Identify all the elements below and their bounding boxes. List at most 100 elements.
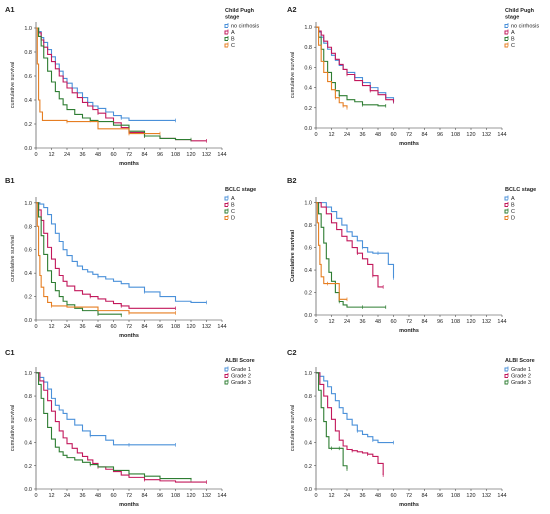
y-axis-title: cumulative survival: [10, 405, 16, 451]
legend-swatch: [224, 380, 228, 385]
legend-entry: B: [231, 203, 235, 209]
x-tick-label: 12: [48, 493, 54, 499]
legend-entry: C: [231, 43, 235, 49]
x-tick-label: 36: [359, 132, 365, 138]
x-tick-label: 84: [421, 319, 427, 325]
legend-entry: Grade 3: [231, 380, 251, 386]
x-tick-label: 132: [202, 152, 211, 158]
survival-curve: [316, 202, 347, 300]
x-tick-label: 48: [95, 324, 101, 330]
survival-curve: [316, 372, 348, 470]
legend-entry: no cirrhosis: [231, 24, 259, 30]
x-tick-label: 60: [110, 152, 116, 158]
legend-swatch: [504, 196, 508, 201]
survival-curve: [316, 372, 384, 476]
y-tick-label: 1.0: [24, 371, 32, 377]
y-tick-label: 0.8: [24, 50, 32, 56]
y-tick-label: 0.6: [24, 248, 32, 254]
y-axis-title: cumulative survival: [290, 52, 296, 98]
legend-entry: D: [231, 216, 235, 222]
y-tick-label: 0.6: [24, 74, 32, 80]
survival-curve: [316, 26, 348, 108]
legend-entry: A: [231, 30, 235, 36]
x-tick-label: 0: [34, 152, 37, 158]
legend-swatch: [504, 374, 508, 378]
survival-curve: [36, 27, 176, 121]
legend-swatch: [504, 30, 508, 35]
x-tick-label: 12: [48, 324, 54, 330]
legend-entry: Grade 2: [511, 374, 531, 380]
survival-curve: [316, 202, 395, 278]
y-tick-label: 1.0: [304, 201, 312, 207]
panel-label: C1: [5, 348, 15, 357]
panel-b1: B1 0 12 24 36 48 60 72 84 96 108 120 132 144 0.0 0.2 0.4…: [5, 176, 256, 339]
survival-curve: [316, 26, 395, 102]
x-tick-label: 96: [437, 319, 443, 325]
x-axis-title: months: [399, 141, 419, 147]
legend-swatch: [504, 380, 508, 385]
legend-swatch: [504, 24, 508, 28]
legend-swatch: [224, 367, 228, 372]
y-tick-label: 1.0: [24, 201, 32, 207]
y-tick-label: 0.2: [304, 106, 312, 112]
x-tick-label: 0: [34, 324, 37, 330]
legend-title: stage: [505, 15, 519, 21]
y-tick-label: 1.0: [304, 25, 312, 31]
x-tick-label: 72: [126, 493, 132, 499]
legend-title: ALBI Score: [505, 358, 535, 364]
legend-swatch: [224, 24, 228, 28]
y-tick-label: 0.4: [304, 441, 312, 447]
x-tick-label: 36: [79, 324, 85, 330]
y-axis-title: Cumulative survival: [290, 230, 296, 282]
x-tick-label: 144: [497, 319, 506, 325]
y-tick-label: 0.0: [304, 313, 312, 319]
x-axis-title: months: [119, 161, 139, 167]
y-tick-label: 1.0: [304, 371, 312, 377]
x-tick-label: 48: [375, 493, 381, 499]
x-tick-label: 96: [157, 493, 163, 499]
x-tick-label: 144: [217, 324, 226, 330]
y-axis-title: cumulative survival: [10, 62, 16, 108]
legend-swatch: [504, 37, 508, 41]
y-tick-label: 0.8: [304, 394, 312, 400]
x-tick-label: 120: [186, 152, 195, 158]
survival-curve: [36, 27, 191, 141]
x-tick-label: 60: [390, 132, 396, 138]
x-tick-label: 72: [126, 152, 132, 158]
x-axis-title: months: [399, 502, 419, 508]
x-tick-label: 108: [171, 493, 180, 499]
x-tick-label: 60: [110, 324, 116, 330]
y-tick-label: 0.8: [304, 223, 312, 229]
legend-title: Child Pugh: [225, 8, 255, 14]
x-tick-label: 60: [390, 493, 396, 499]
x-tick-label: 12: [328, 493, 334, 499]
survival-curve: [36, 372, 207, 483]
legend-entry: C: [511, 209, 515, 215]
x-tick-label: 84: [141, 493, 147, 499]
x-tick-label: 72: [126, 324, 132, 330]
x-tick-label: 132: [482, 493, 491, 499]
panel-a1: A1 0 12 24 36 48 60 72 84 96 108 120 132 144 0.0 0.2 0.4…: [5, 5, 259, 167]
legend-swatch: [504, 203, 508, 207]
x-tick-label: 84: [141, 152, 147, 158]
x-tick-label: 96: [157, 324, 163, 330]
panel-a2: A2 0 12 24 36 48 60 72 84 96 108 120 132 144 0.0 0.2 0.4…: [287, 5, 539, 147]
x-tick-label: 48: [95, 152, 101, 158]
survival-curve: [316, 202, 386, 308]
legend-entry: A: [511, 196, 515, 202]
x-tick-label: 120: [186, 493, 195, 499]
legend-swatch: [224, 203, 228, 207]
panel-label: B2: [287, 176, 297, 185]
survival-curve: [316, 202, 384, 288]
legend-swatch: [504, 216, 508, 220]
legend-entry: A: [511, 30, 515, 36]
y-tick-label: 0.4: [24, 98, 32, 104]
panel-label: A2: [287, 5, 297, 14]
legend-entry: A: [231, 196, 235, 202]
x-tick-label: 0: [314, 319, 317, 325]
x-tick-label: 132: [482, 132, 491, 138]
y-tick-label: 0.0: [304, 126, 312, 132]
